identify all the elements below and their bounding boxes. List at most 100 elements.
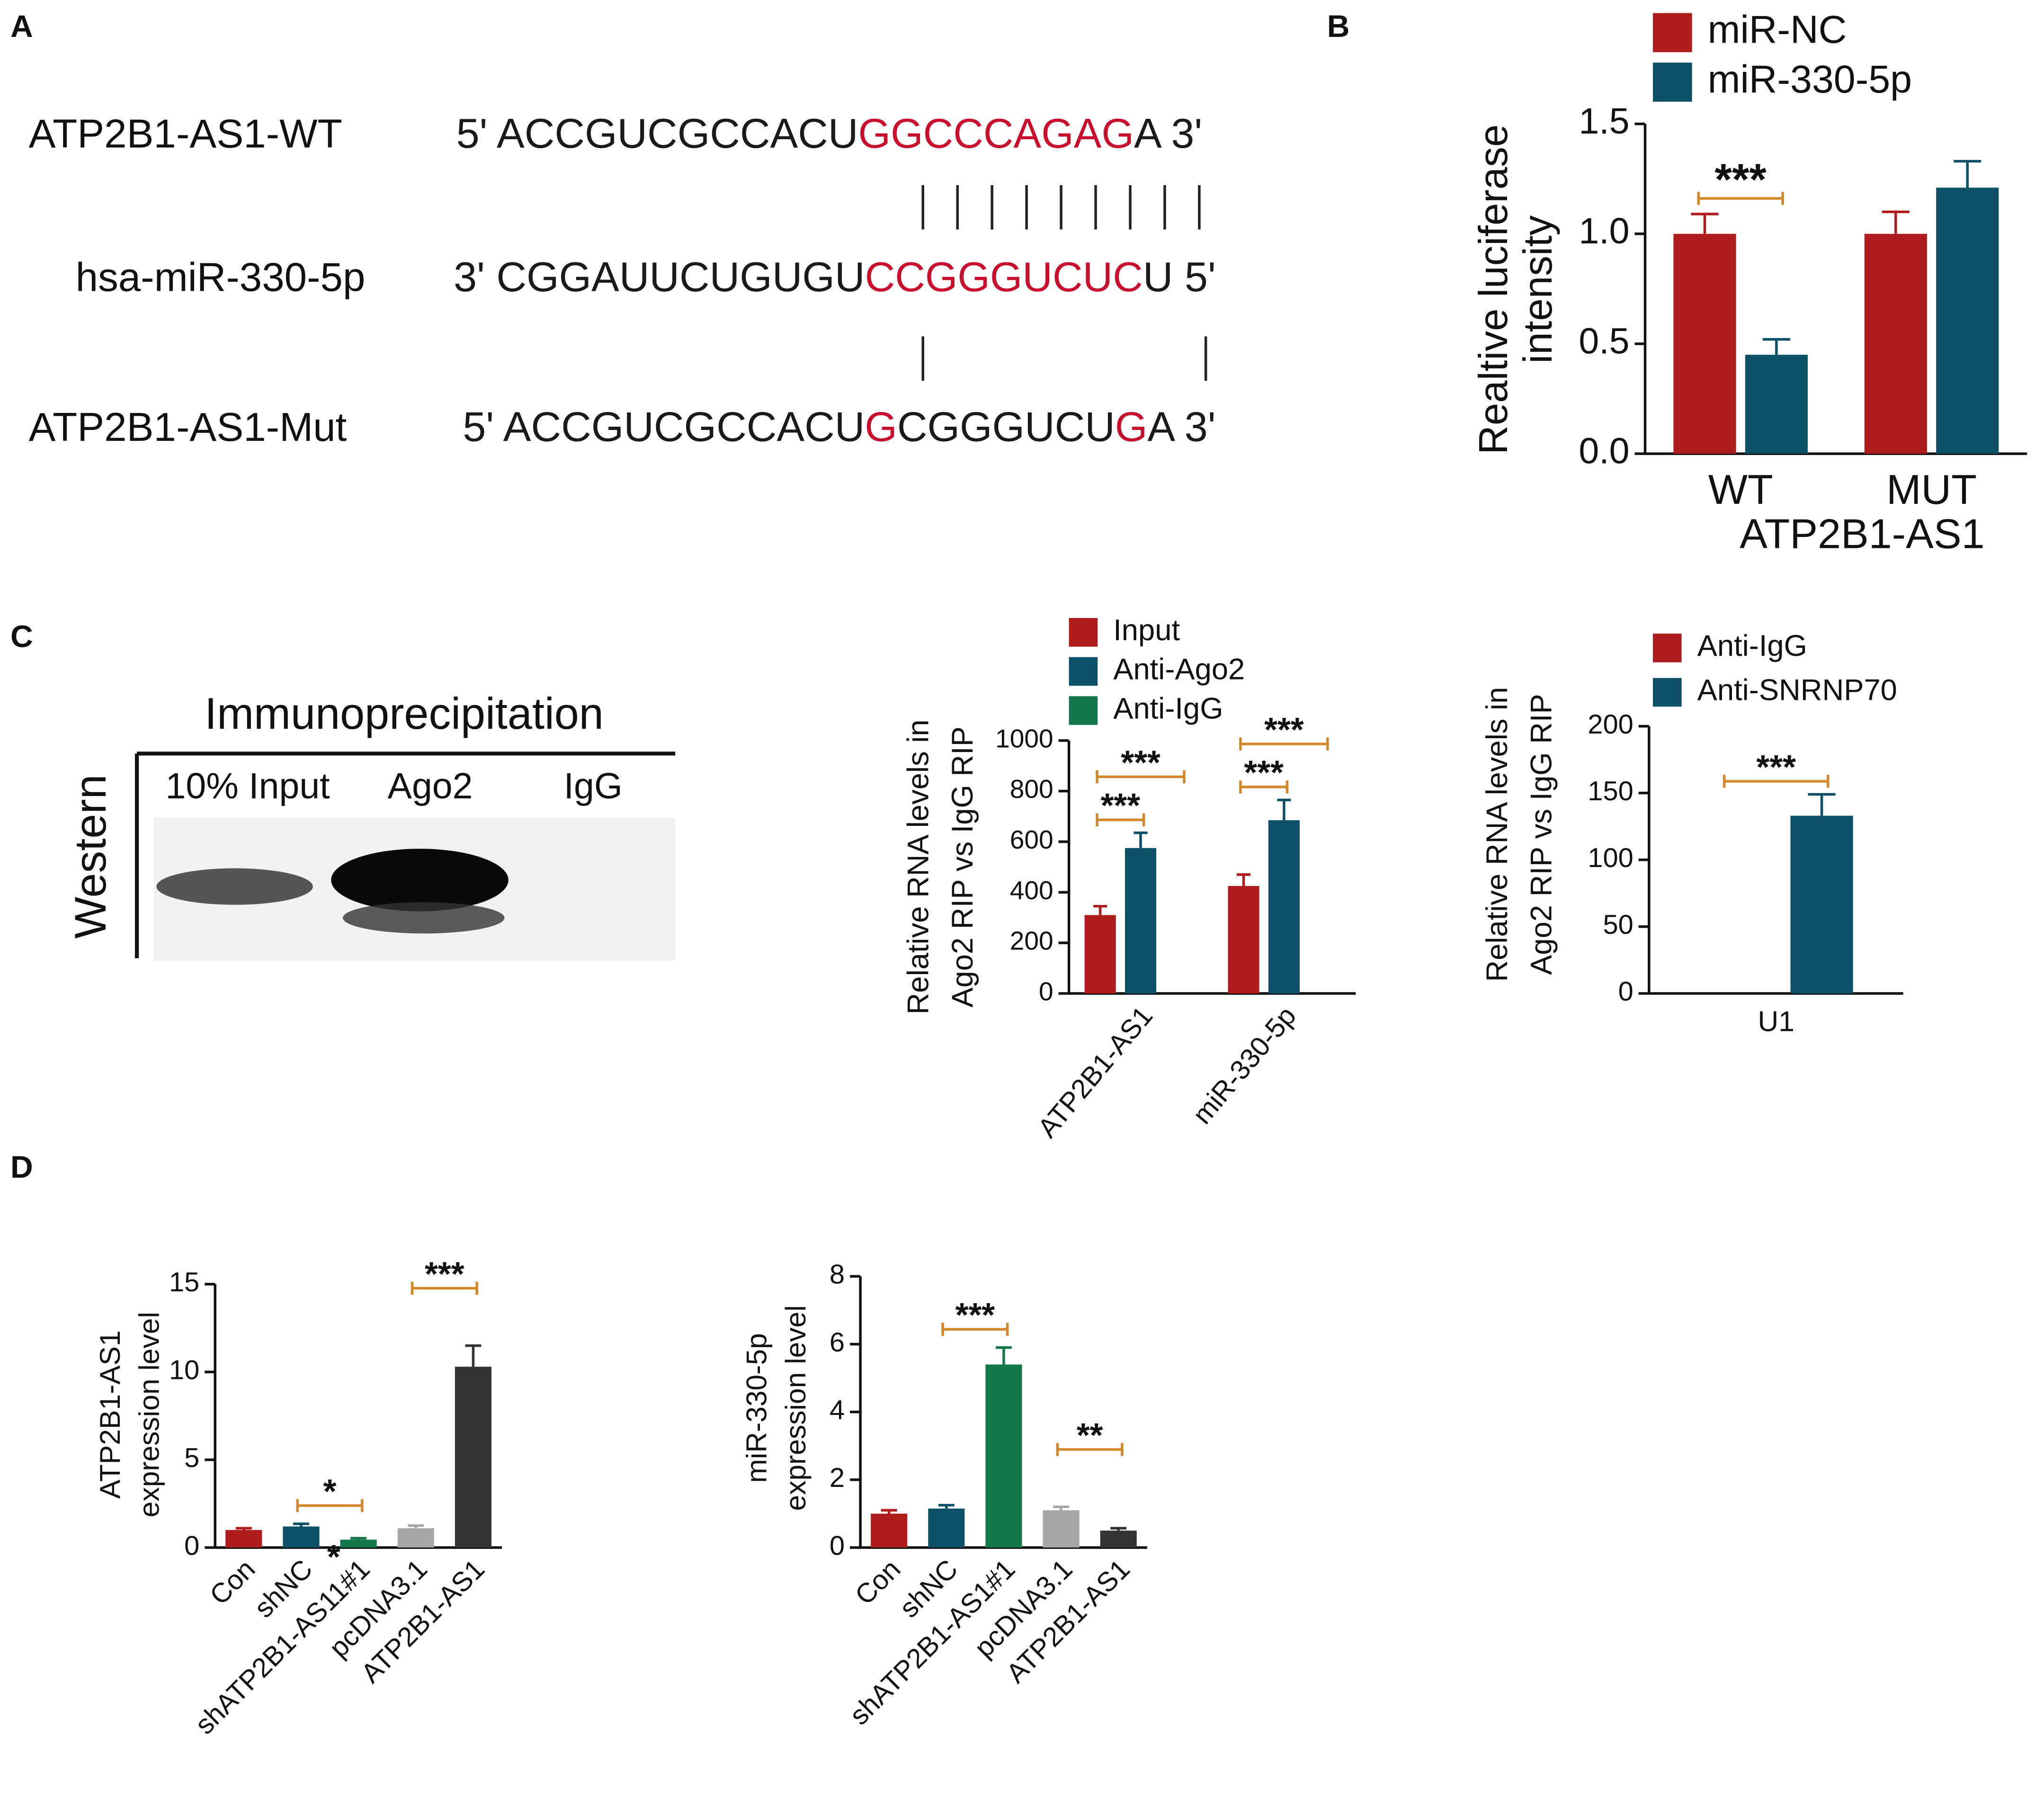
y-tick-label: 0 bbox=[184, 1530, 199, 1561]
lane-label: IgG bbox=[564, 766, 623, 806]
sequence-segment: U 5' bbox=[1143, 253, 1216, 300]
bar bbox=[1864, 233, 1927, 454]
significance-label: *** bbox=[1101, 787, 1141, 824]
y-tick-label: 0 bbox=[1039, 977, 1053, 1006]
bar bbox=[1268, 820, 1300, 993]
sequence-segment: A 3' bbox=[1147, 403, 1215, 450]
bar bbox=[871, 1513, 908, 1548]
y-axis-label: expression level bbox=[779, 1305, 812, 1511]
significance-label: *** bbox=[1715, 154, 1767, 204]
sequence-segment: G bbox=[1115, 403, 1148, 450]
y-tick-label: 15 bbox=[169, 1267, 199, 1297]
legend-swatch bbox=[1653, 634, 1682, 662]
x-tick-label: U1 bbox=[1758, 1005, 1794, 1037]
extra-mark: * bbox=[327, 1538, 340, 1576]
western-blot: Immunoprecipitation Western 10% Input Ag… bbox=[65, 689, 676, 961]
bar bbox=[985, 1364, 1022, 1548]
y-tick-label: 50 bbox=[1603, 910, 1633, 940]
bar bbox=[225, 1530, 262, 1548]
sequence-segment: CCGGGUCUC bbox=[865, 253, 1143, 300]
y-axis-label: expression level bbox=[133, 1312, 165, 1517]
sequence-segment: CGGGUCU bbox=[897, 403, 1115, 450]
y-tick-label: 10 bbox=[169, 1355, 199, 1386]
lane-label: 10% Input bbox=[166, 766, 330, 806]
blot-band bbox=[331, 849, 509, 912]
sequence-segment: A 3' bbox=[1134, 110, 1202, 157]
bar bbox=[1936, 188, 1999, 454]
bar bbox=[1745, 355, 1808, 454]
y-tick-label: 1.5 bbox=[1579, 101, 1629, 142]
y-tick-label: 0.5 bbox=[1579, 321, 1629, 361]
sequence: 5' ACCGUCGCCACUGCGGGUCUGA 3' bbox=[463, 403, 1215, 450]
bar bbox=[1043, 1510, 1080, 1548]
blot-band bbox=[156, 868, 313, 905]
y-tick-label: 0 bbox=[1618, 976, 1633, 1007]
y-axis-label: intensity bbox=[1516, 215, 1561, 363]
legend-label: Anti-IgG bbox=[1697, 629, 1807, 662]
legend-label: Anti-Ago2 bbox=[1113, 653, 1245, 686]
significance-label: *** bbox=[1756, 748, 1796, 786]
sequence-segment: 3' CGGAUUCUGUGU bbox=[454, 253, 865, 300]
bar-chart: 0 50 100 150 200 Relative RNA levels in Ago2 R… bbox=[1481, 629, 1903, 1037]
sequence: 5' ACCGUCGCCACUGGCCCAGAGA 3' bbox=[456, 110, 1203, 157]
y-tick-label: 800 bbox=[1010, 774, 1053, 804]
y-axis-label: Relative RNA levels in bbox=[902, 719, 935, 1014]
bar bbox=[1100, 1530, 1137, 1548]
y-tick-label: 0 bbox=[830, 1530, 845, 1561]
bar bbox=[1125, 848, 1157, 993]
significance-label: *** bbox=[955, 1296, 995, 1334]
sequence: 3' CGGAUUCUGUGUCCGGGUCUCU 5' bbox=[454, 253, 1216, 300]
legend-swatch bbox=[1653, 63, 1692, 102]
bar bbox=[283, 1526, 320, 1548]
sequence-name: hsa-miR-330-5p bbox=[76, 255, 366, 300]
sequence-segment: 5' ACCGUCGCCACU bbox=[463, 403, 865, 450]
x-axis-label: ATP2B1-AS1 bbox=[1740, 510, 1984, 557]
y-tick-label: 100 bbox=[1588, 843, 1633, 873]
sequence-segment: GGCCCAGAG bbox=[858, 110, 1134, 157]
legend-swatch bbox=[1653, 678, 1682, 707]
y-axis-label: ATP2B1-AS1 bbox=[94, 1330, 126, 1499]
legend-label: Anti-IgG bbox=[1113, 692, 1223, 725]
panel-label: A bbox=[10, 9, 33, 44]
significance-label: * bbox=[323, 1472, 337, 1510]
y-axis-label: Realtive luciferase bbox=[1471, 125, 1516, 455]
y-tick-label: 0.0 bbox=[1579, 431, 1629, 472]
bar bbox=[397, 1528, 434, 1548]
blot-band bbox=[343, 902, 505, 934]
y-axis-label: Ago2 RIP vs IgG RIP bbox=[946, 726, 979, 1008]
legend-label: miR-NC bbox=[1708, 8, 1847, 52]
y-tick-label: 200 bbox=[1588, 709, 1633, 740]
legend-label: Input bbox=[1113, 614, 1180, 647]
legend-swatch bbox=[1069, 696, 1098, 725]
y-tick-label: 600 bbox=[1010, 825, 1053, 854]
y-tick-label: 1000 bbox=[995, 724, 1053, 753]
legend-label: Anti-SNRNP70 bbox=[1697, 674, 1897, 707]
pairing-lines bbox=[921, 185, 1207, 381]
legend-swatch bbox=[1069, 618, 1098, 647]
y-tick-label: 5 bbox=[184, 1443, 199, 1473]
significance-label: *** bbox=[425, 1255, 464, 1293]
panel-label: D bbox=[10, 1150, 33, 1185]
bar bbox=[928, 1508, 965, 1548]
panel-label: C bbox=[10, 619, 33, 654]
sequence-segment: G bbox=[865, 403, 897, 450]
y-tick-label: 400 bbox=[1010, 876, 1053, 905]
y-tick-label: 200 bbox=[1010, 926, 1053, 956]
y-tick-label: 2 bbox=[830, 1463, 845, 1493]
legend-swatch bbox=[1653, 13, 1692, 53]
y-axis-label: miR-330-5p bbox=[740, 1333, 772, 1483]
panel-label: B bbox=[1327, 9, 1350, 44]
significance-label: *** bbox=[1264, 711, 1304, 749]
sequence-name: ATP2B1-AS1-Mut bbox=[29, 405, 347, 450]
western-title: Immunoprecipitation bbox=[205, 689, 604, 738]
bar bbox=[455, 1367, 491, 1548]
bar bbox=[1084, 915, 1116, 993]
y-tick-label: 8 bbox=[830, 1260, 845, 1290]
bar bbox=[1228, 886, 1259, 993]
bar bbox=[1673, 233, 1736, 454]
sequence-segment: 5' ACCGUCGCCACU bbox=[456, 110, 858, 157]
significance-label: ** bbox=[1077, 1416, 1103, 1454]
significance-label: *** bbox=[1121, 743, 1160, 781]
